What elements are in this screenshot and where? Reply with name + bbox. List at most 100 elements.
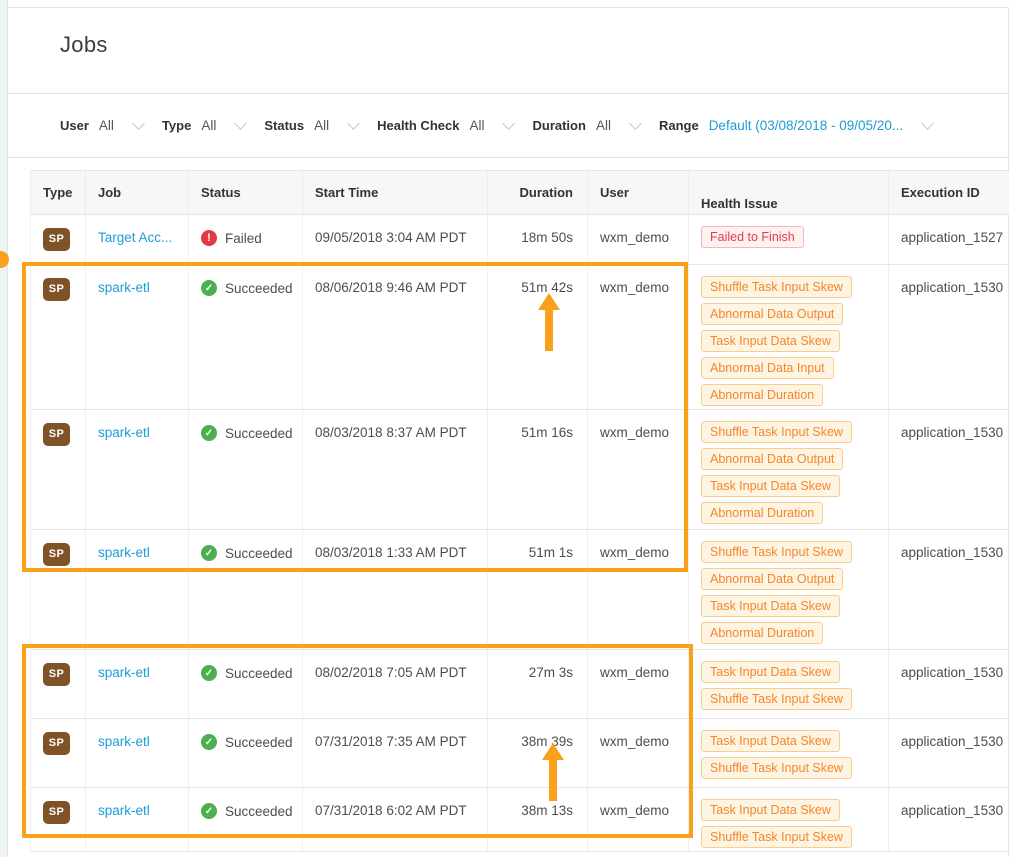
cell-user: wxm_demo: [587, 410, 688, 529]
job-link[interactable]: Target Acc...: [98, 230, 173, 245]
cell-job: spark-etl: [85, 265, 188, 409]
health-issue-list: Failed to Finish: [701, 226, 888, 248]
cell-type: SP: [30, 265, 85, 409]
health-issue-badge[interactable]: Abnormal Data Output: [701, 568, 844, 590]
cell-user: wxm_demo: [587, 215, 688, 264]
health-issue-badge[interactable]: Shuffle Task Input Skew: [701, 276, 852, 298]
execution-id: application_1530: [888, 530, 1009, 649]
cell-status: ! Failed: [188, 215, 302, 264]
filter-dropdown-type[interactable]: All: [201, 117, 248, 133]
health-issue-badge[interactable]: Task Input Data Skew: [701, 661, 840, 683]
health-issue-badge[interactable]: Failed to Finish: [701, 226, 804, 248]
filter-value-type: All: [201, 118, 217, 133]
job-link[interactable]: spark-etl: [98, 665, 150, 680]
job-type-badge: SP: [43, 278, 70, 301]
health-issue-badge[interactable]: Abnormal Data Output: [701, 448, 844, 470]
cell-health-issue: Shuffle Task Input Skew Abnormal Data Out…: [688, 410, 888, 529]
filter-duration: Duration All: [532, 117, 642, 133]
job-link[interactable]: spark-etl: [98, 734, 150, 749]
filter-dropdown-duration[interactable]: All: [596, 117, 642, 133]
table-row: SP spark-etl ✓ Succeeded 08/03/2018 8:37 AM …: [30, 410, 1009, 530]
cell-status: ✓ Succeeded: [188, 530, 302, 649]
job-link[interactable]: spark-etl: [98, 280, 150, 295]
cell-duration: 38m 13s: [487, 788, 587, 851]
filter-dropdown-user[interactable]: All: [98, 117, 145, 133]
execution-id: application_1527: [888, 215, 1009, 264]
status-text: Succeeded: [225, 665, 293, 681]
cell-duration: 38m 39s: [487, 719, 587, 787]
cell-job: spark-etl: [85, 788, 188, 851]
column-header-health-issue: Health Issue: [688, 171, 888, 214]
cell-type: SP: [30, 788, 85, 851]
cell-start-time: 08/02/2018 7:05 AM PDT: [302, 650, 487, 718]
health-issue-list: Shuffle Task Input Skew Abnormal Data Out…: [701, 541, 888, 644]
cell-status: ✓ Succeeded: [188, 650, 302, 718]
cell-user: wxm_demo: [587, 530, 688, 649]
health-issue-badge[interactable]: Task Input Data Skew: [701, 330, 840, 352]
cell-start-time: 09/05/2018 3:04 AM PDT: [302, 215, 487, 264]
job-link[interactable]: spark-etl: [98, 545, 150, 560]
status-text: Failed: [225, 230, 262, 246]
filter-health-check: Health Check All: [377, 117, 516, 133]
check-circle-icon: ✓: [201, 545, 217, 561]
filter-value-user: All: [98, 118, 114, 133]
filter-dropdown-status[interactable]: All: [314, 117, 360, 133]
column-header-duration: Duration: [487, 171, 587, 214]
cell-start-time: 08/03/2018 1:33 AM PDT: [302, 530, 487, 649]
cell-duration: 51m 16s: [487, 410, 587, 529]
health-issue-badge[interactable]: Shuffle Task Input Skew: [701, 757, 852, 779]
health-issue-badge[interactable]: Task Input Data Skew: [701, 475, 840, 497]
page-title: Jobs: [60, 32, 108, 57]
health-issue-badge[interactable]: Abnormal Duration: [701, 502, 824, 524]
cell-status: ✓ Succeeded: [188, 265, 302, 409]
filter-label-range: Range: [658, 118, 699, 133]
health-issue-badge[interactable]: Abnormal Duration: [701, 384, 824, 406]
check-circle-icon: ✓: [201, 280, 217, 296]
table-row: SP spark-etl ✓ Succeeded 07/31/2018 6:02 AM …: [30, 788, 1009, 852]
cell-status: ✓ Succeeded: [188, 719, 302, 787]
cell-job: spark-etl: [85, 530, 188, 649]
job-link[interactable]: spark-etl: [98, 803, 150, 818]
column-header-user: User: [587, 171, 688, 214]
execution-id: application_1530: [888, 719, 1009, 787]
health-issue-badge[interactable]: Shuffle Task Input Skew: [701, 688, 852, 710]
health-issue-badge[interactable]: Task Input Data Skew: [701, 730, 840, 752]
job-type-badge: SP: [43, 543, 70, 566]
health-issue-badge[interactable]: Abnormal Data Input: [701, 357, 834, 379]
check-circle-icon: ✓: [201, 665, 217, 681]
chevron-down-icon: [234, 117, 248, 130]
filter-label-user: User: [60, 118, 89, 133]
cell-start-time: 08/06/2018 9:46 AM PDT: [302, 265, 487, 409]
filter-bar: User All Type All Status All Health Check All Du…: [8, 93, 1009, 158]
filter-dropdown-range[interactable]: Default (03/08/2018 - 09/05/20...: [709, 117, 934, 133]
column-header-status: Status: [188, 171, 302, 214]
filter-dropdown-health-check[interactable]: All: [469, 117, 516, 133]
cell-duration: 51m 42s: [487, 265, 587, 409]
job-type-badge: SP: [43, 663, 70, 686]
chevron-down-icon: [132, 117, 145, 130]
filter-value-status: All: [314, 118, 330, 133]
filter-label-type: Type: [161, 118, 192, 133]
column-header-job: Job: [85, 171, 188, 214]
status-text: Succeeded: [225, 280, 293, 296]
execution-id: application_1530: [888, 410, 1009, 529]
health-issue-badge[interactable]: Task Input Data Skew: [701, 595, 840, 617]
card-right-border: [1008, 7, 1009, 857]
cell-start-time: 07/31/2018 7:35 AM PDT: [302, 719, 487, 787]
health-issue-badge[interactable]: Abnormal Duration: [701, 622, 824, 644]
health-issue-badge[interactable]: Task Input Data Skew: [701, 799, 840, 821]
execution-id: application_1530: [888, 265, 1009, 409]
cell-start-time: 08/03/2018 8:37 AM PDT: [302, 410, 487, 529]
cell-user: wxm_demo: [587, 265, 688, 409]
cell-duration: 18m 50s: [487, 215, 587, 264]
health-issue-badge[interactable]: Abnormal Data Output: [701, 303, 844, 325]
health-issue-badge[interactable]: Shuffle Task Input Skew: [701, 541, 852, 563]
column-header-start-time: Start Time: [302, 171, 487, 214]
health-issue-badge[interactable]: Shuffle Task Input Skew: [701, 826, 852, 848]
left-gutter: [0, 0, 8, 857]
cell-health-issue: Task Input Data Skew Shuffle Task Input S…: [688, 788, 888, 851]
chevron-down-icon: [347, 117, 360, 130]
job-link[interactable]: spark-etl: [98, 425, 150, 440]
health-issue-badge[interactable]: Shuffle Task Input Skew: [701, 421, 852, 443]
status: ✓ Succeeded: [201, 734, 302, 750]
